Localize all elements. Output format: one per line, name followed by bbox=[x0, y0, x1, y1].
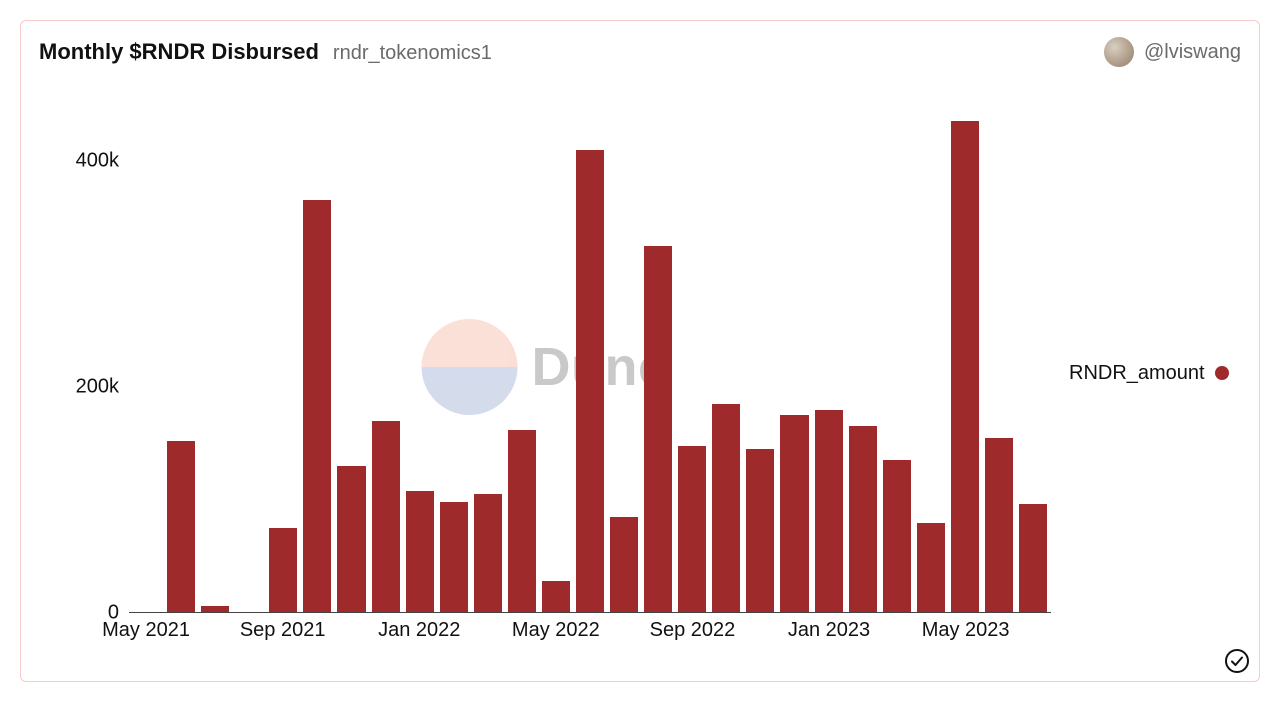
plot-region bbox=[129, 93, 1051, 613]
legend: RNDR_amount bbox=[1051, 93, 1241, 653]
y-axis: 0200k400k bbox=[39, 93, 129, 613]
x-tick-label: Jan 2022 bbox=[378, 619, 460, 642]
bar[interactable] bbox=[883, 460, 911, 613]
bar[interactable] bbox=[542, 581, 570, 613]
bar[interactable] bbox=[406, 491, 434, 613]
bar[interactable] bbox=[849, 426, 877, 613]
chart-card: Monthly $RNDR Disbursed rndr_tokenomics1… bbox=[20, 20, 1260, 682]
x-tick-label: Sep 2021 bbox=[240, 619, 326, 642]
bar[interactable] bbox=[815, 410, 843, 613]
bar[interactable] bbox=[474, 494, 502, 613]
x-axis: May 2021Sep 2021Jan 2022May 2022Sep 2022… bbox=[129, 613, 1051, 653]
card-header: Monthly $RNDR Disbursed rndr_tokenomics1… bbox=[39, 35, 1241, 69]
y-tick-label: 400k bbox=[76, 149, 119, 172]
bar[interactable] bbox=[712, 404, 740, 613]
bar[interactable] bbox=[337, 466, 365, 613]
y-tick-label: 200k bbox=[76, 375, 119, 398]
bar[interactable] bbox=[917, 523, 945, 613]
bar[interactable] bbox=[167, 441, 195, 613]
chart-subtitle: rndr_tokenomics1 bbox=[333, 42, 492, 65]
header-right: @lviswang bbox=[1104, 37, 1241, 67]
chart-area: Dune 0200k400k May 2021Sep 2021Jan 2022M… bbox=[39, 93, 1241, 653]
bar[interactable] bbox=[1019, 504, 1047, 613]
legend-label: RNDR_amount bbox=[1069, 362, 1205, 385]
bar[interactable] bbox=[780, 415, 808, 613]
bar[interactable] bbox=[303, 200, 331, 613]
bar[interactable] bbox=[746, 449, 774, 613]
bar[interactable] bbox=[508, 430, 536, 613]
x-tick-label: May 2022 bbox=[512, 619, 600, 642]
bar[interactable] bbox=[372, 421, 400, 613]
bar[interactable] bbox=[644, 246, 672, 613]
plot-wrap: Dune 0200k400k May 2021Sep 2021Jan 2022M… bbox=[39, 93, 1051, 653]
author-handle[interactable]: @lviswang bbox=[1144, 41, 1241, 64]
x-tick-label: May 2023 bbox=[922, 619, 1010, 642]
x-tick-label: Jan 2023 bbox=[788, 619, 870, 642]
bar[interactable] bbox=[951, 121, 979, 613]
bar[interactable] bbox=[610, 517, 638, 613]
chart-title: Monthly $RNDR Disbursed bbox=[39, 39, 319, 65]
bars-container bbox=[129, 93, 1051, 613]
bar[interactable] bbox=[678, 446, 706, 613]
bar[interactable] bbox=[985, 438, 1013, 613]
bar[interactable] bbox=[440, 502, 468, 613]
x-tick-label: Sep 2022 bbox=[650, 619, 736, 642]
verified-check-icon[interactable] bbox=[1225, 649, 1249, 673]
bar[interactable] bbox=[576, 150, 604, 613]
x-tick-label: May 2021 bbox=[102, 619, 190, 642]
legend-swatch-icon bbox=[1215, 366, 1229, 380]
author-avatar[interactable] bbox=[1104, 37, 1134, 67]
bar[interactable] bbox=[269, 528, 297, 613]
header-left: Monthly $RNDR Disbursed rndr_tokenomics1 bbox=[39, 39, 492, 65]
